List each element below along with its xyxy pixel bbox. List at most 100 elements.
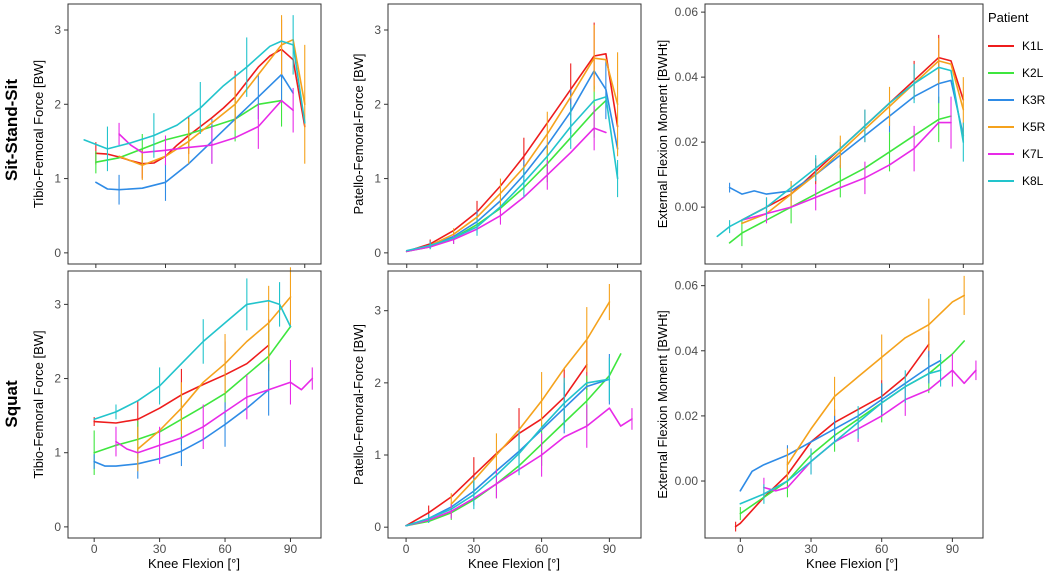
series-k7l <box>115 360 314 464</box>
y-axis-title: Patello-Femoral-Force [BW] <box>351 324 366 485</box>
series-line-k2l <box>405 99 607 253</box>
x-tick-label: 90 <box>603 542 617 556</box>
series-line-k5r <box>137 296 292 450</box>
series-line-k5r <box>786 294 966 466</box>
y-axis-title: External Flexion Moment [BWHt] <box>655 310 670 499</box>
legend-item-k2l: K2L <box>988 66 1044 80</box>
y-tick-label: 2 <box>54 97 61 111</box>
x-tick-label: 90 <box>284 542 298 556</box>
panel-r1-c3: 0.00 0.02 0.04 0.06 External Flexion Moment … <box>655 3 984 268</box>
panel-border <box>704 3 984 265</box>
x-axis-title-col-2: Knee Flexion [°] <box>468 556 560 571</box>
series-k3r <box>405 59 619 253</box>
legend-item-k3r: K3R <box>988 93 1046 107</box>
series-k3r <box>405 353 611 527</box>
y-tick-label: 0.04 <box>675 344 699 358</box>
y-tick-label: 0 <box>374 520 381 534</box>
series-line-k7l <box>118 99 294 154</box>
panel-r2-c3: 0.00 0.02 0.04 0.06 0 30 60 90 External Flexion … <box>655 270 984 556</box>
y-tick-label: 0 <box>54 246 61 260</box>
x-axis-title-col-1: Knee Flexion [°] <box>148 556 240 571</box>
x-tick-label: 0 <box>403 542 410 556</box>
legend-item-k1l: K1L <box>988 39 1044 53</box>
series-k5r <box>405 24 619 253</box>
legend-item-k5r: K5R <box>988 120 1046 134</box>
series-line-k5r <box>405 57 619 253</box>
y-tick-label: 0 <box>54 520 61 534</box>
row-title-squat: Squat <box>2 380 21 428</box>
series-k2l <box>405 85 607 253</box>
series-k8l <box>405 96 619 252</box>
series-line-k8l <box>83 40 306 150</box>
panel-border <box>67 3 322 265</box>
panel-border <box>387 270 642 539</box>
series-k5r <box>786 275 966 482</box>
panel-border <box>387 3 642 265</box>
series-k1l <box>734 331 930 532</box>
y-tick-label: 2 <box>374 97 381 111</box>
y-tick-label: 3 <box>54 23 61 37</box>
x-tick-label: 0 <box>91 542 98 556</box>
y-tick-label: 0.04 <box>675 70 699 84</box>
series-line-k7l <box>763 369 977 492</box>
series-line-k8l <box>93 299 292 421</box>
series-k7l <box>405 105 607 253</box>
series-line-k7l <box>405 407 633 527</box>
x-tick-label: 90 <box>946 542 960 556</box>
panel-border <box>67 270 322 539</box>
series-k3r <box>728 64 965 201</box>
legend-label-k7l: K7L <box>1022 147 1044 161</box>
series-k7l <box>763 354 977 498</box>
x-tick-label: 60 <box>875 542 889 556</box>
y-tick-label: 1 <box>374 172 381 186</box>
series-k8l <box>716 64 965 238</box>
x-tick-label: 0 <box>737 542 744 556</box>
x-tick-label: 60 <box>218 542 232 556</box>
series-line-k3r <box>405 378 611 527</box>
series-line-k8l <box>405 378 611 527</box>
y-tick-label: 0.02 <box>675 135 699 149</box>
legend-title: Patient <box>988 10 1029 25</box>
series-k8l <box>739 354 942 505</box>
series-line-k8l <box>716 66 965 238</box>
x-tick-label: 30 <box>804 542 818 556</box>
y-axis-title: Tibio-Femoral Force [BW] <box>31 330 46 478</box>
y-tick-label: 2 <box>374 376 381 390</box>
series-line-k3r <box>405 70 619 253</box>
y-tick-label: 0.00 <box>675 474 699 488</box>
y-tick-label: 1 <box>54 446 61 460</box>
panels: 0 1 2 3 Tibio-Femoral Force [BW] 0 1 2 3 Patello-… <box>31 3 984 556</box>
series-k8l <box>83 15 306 172</box>
series-line-k1l <box>741 56 965 221</box>
legend-item-k7l: K7L <box>988 147 1044 161</box>
series-line-k5r <box>741 60 965 225</box>
series-line-k5r <box>450 301 611 505</box>
series-line-k7l <box>741 121 952 221</box>
series-line-k7l <box>405 127 607 253</box>
series-line-k1l <box>734 343 930 528</box>
y-tick-label: 1 <box>54 172 61 186</box>
y-tick-label: 1 <box>374 448 381 462</box>
y-axis-title: Patello-Femoral-Force [BW] <box>351 53 366 214</box>
series-k8l <box>405 357 611 527</box>
legend-label-k8l: K8L <box>1022 174 1044 188</box>
series-line-k8l <box>405 96 619 252</box>
y-tick-label: 0.06 <box>675 279 699 293</box>
series-k3r <box>739 350 942 492</box>
x-tick-label: 30 <box>467 542 481 556</box>
y-tick-label: 3 <box>374 23 381 37</box>
series-k5r <box>137 267 292 472</box>
series-line-k1l <box>405 52 619 253</box>
x-tick-label: 60 <box>535 542 549 556</box>
series-line-k3r <box>93 388 270 467</box>
row-title-sit-stand-sit: Sit-Stand-Sit <box>2 79 21 181</box>
panel-border <box>704 270 984 539</box>
legend-label-k3r: K3R <box>1022 93 1046 107</box>
y-tick-label: 3 <box>54 297 61 311</box>
legend-item-k8l: K8L <box>988 174 1044 188</box>
series-k7l <box>118 87 294 166</box>
y-tick-label: 2 <box>54 372 61 386</box>
series-line-k2l <box>405 353 622 527</box>
